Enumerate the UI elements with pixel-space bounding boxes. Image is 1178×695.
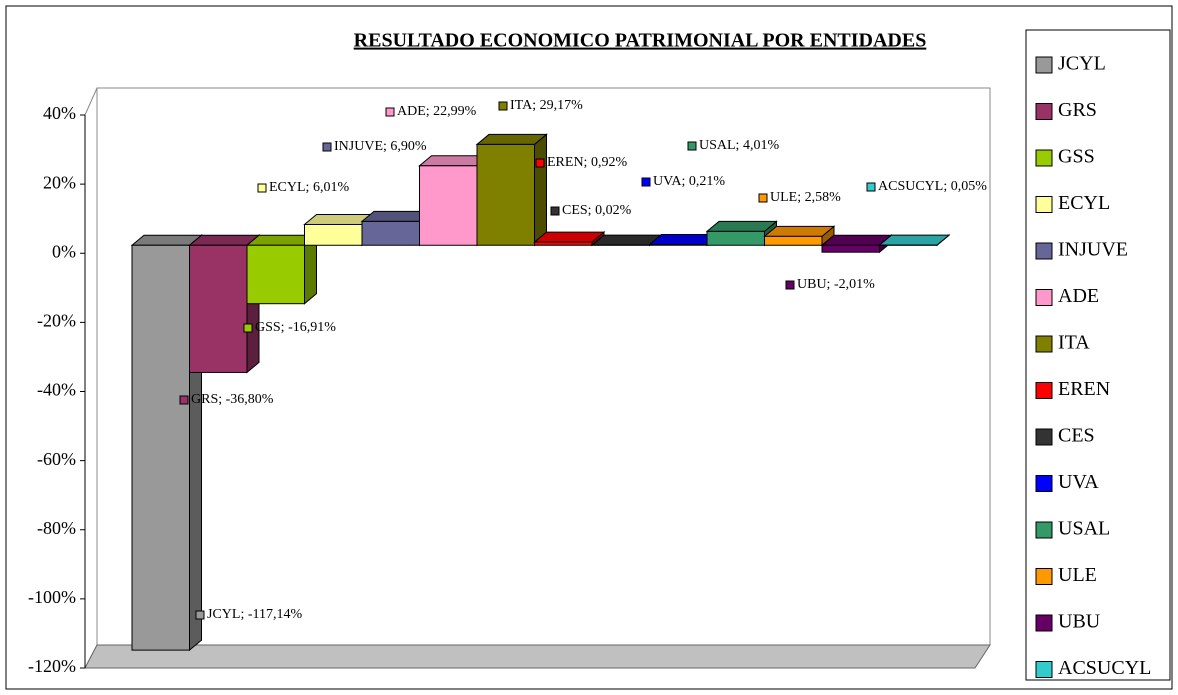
data-label: CES; 0,02% [562,203,632,218]
legend-swatch [1035,475,1053,492]
legend-label: ULE [1058,564,1097,586]
data-label: JCYL; -117,14% [207,607,302,622]
data-label-key [195,610,205,620]
bar-face [878,234,951,246]
bar-face [131,244,190,651]
legend-swatch [1035,289,1053,306]
legend-swatch [1035,521,1053,539]
bar-face [534,241,593,246]
data-label: UVA; 0,21% [653,174,725,189]
side-wall [84,87,98,669]
legend-swatch [1035,242,1053,260]
data-label-key [687,141,697,151]
y-tick-label: -120% [28,656,76,676]
bar-face [649,244,708,246]
bar-face [533,231,606,243]
data-label-key [785,280,795,290]
data-label: GSS; -16,91% [255,320,336,335]
legend-swatch [1035,661,1053,678]
bar-face [764,235,823,246]
legend-label: UBU [1058,611,1101,633]
legend-label: ECYL [1058,192,1110,214]
legend-label: USAL [1058,518,1110,540]
data-label: INJUVE; 6,90% [334,139,427,154]
bar-face [476,143,535,246]
legend-label: CES [1058,425,1095,447]
data-label-key [243,323,253,333]
data-label: ACSUCYL; 0,05% [878,179,987,194]
legend-label: ITA [1058,332,1090,354]
data-label: USAL; 4,01% [699,138,779,153]
data-label: ULE; 2,58% [770,190,841,205]
chart-title: RESULTADO ECONOMICO PATRIMONIAL POR ENTI… [354,30,927,52]
bar [245,234,318,305]
data-label: ADE; 22,99% [397,104,477,119]
y-tick-label: -40% [37,380,76,400]
bar-face [763,225,836,237]
bar-face [475,133,548,145]
y-tick-label: 0% [52,241,76,261]
legend-swatch [1035,335,1053,353]
bar-face [706,230,765,246]
bar-face [821,244,880,253]
y-tick-label: -100% [28,587,76,607]
legend-label: JCYL [1058,53,1106,75]
floor [84,644,991,669]
legend-swatch [1035,56,1053,74]
legend-swatch [1035,149,1053,167]
data-label: ITA; 29,17% [510,98,583,113]
data-label-key [641,177,651,187]
data-label-key [179,395,189,405]
bar [188,234,261,374]
data-label-key [866,182,876,192]
bar [533,231,606,247]
bar-face [189,244,248,373]
data-label-key [498,101,508,111]
y-tick-label: 20% [43,172,76,192]
data-label: ECYL; 6,01% [269,180,349,195]
data-label: GRS; -36,80% [191,392,274,407]
bar [763,225,836,247]
data-label-key [535,158,545,168]
legend-label: EREN [1058,378,1110,400]
legend-swatch [1035,103,1053,120]
legend-label: ADE [1058,285,1099,307]
bar-face [361,220,420,246]
data-label-key [257,183,267,193]
data-label: UBU; -2,01% [797,277,875,292]
bar-face [304,223,363,246]
legend-swatch [1035,614,1053,632]
legend-label: INJUVE [1058,239,1128,261]
legend-swatch [1035,428,1053,446]
legend-swatch [1035,382,1053,399]
y-tick-label: -80% [37,518,76,538]
legend-label: ACSUCYL [1058,657,1151,679]
data-label-key [758,193,768,203]
legend-swatch [1035,568,1053,585]
data-label-key [385,107,395,117]
y-tick-label: -20% [37,311,76,331]
legend-label: GSS [1058,146,1095,168]
bar-face [246,244,305,305]
data-label: EREN; 0,92% [547,155,627,170]
bar-face [705,220,778,232]
bar-face [419,165,478,246]
data-label-key [322,142,332,152]
legend-label: UVA [1058,471,1099,493]
legend-label: GRS [1058,99,1097,121]
bar [705,220,778,247]
data-label-key [550,206,560,216]
y-tick-label: -60% [37,449,76,469]
legend-swatch [1035,196,1053,213]
y-tick-label: 40% [43,103,76,123]
bar-face [534,133,547,247]
bar [475,133,548,247]
bar [878,234,951,247]
